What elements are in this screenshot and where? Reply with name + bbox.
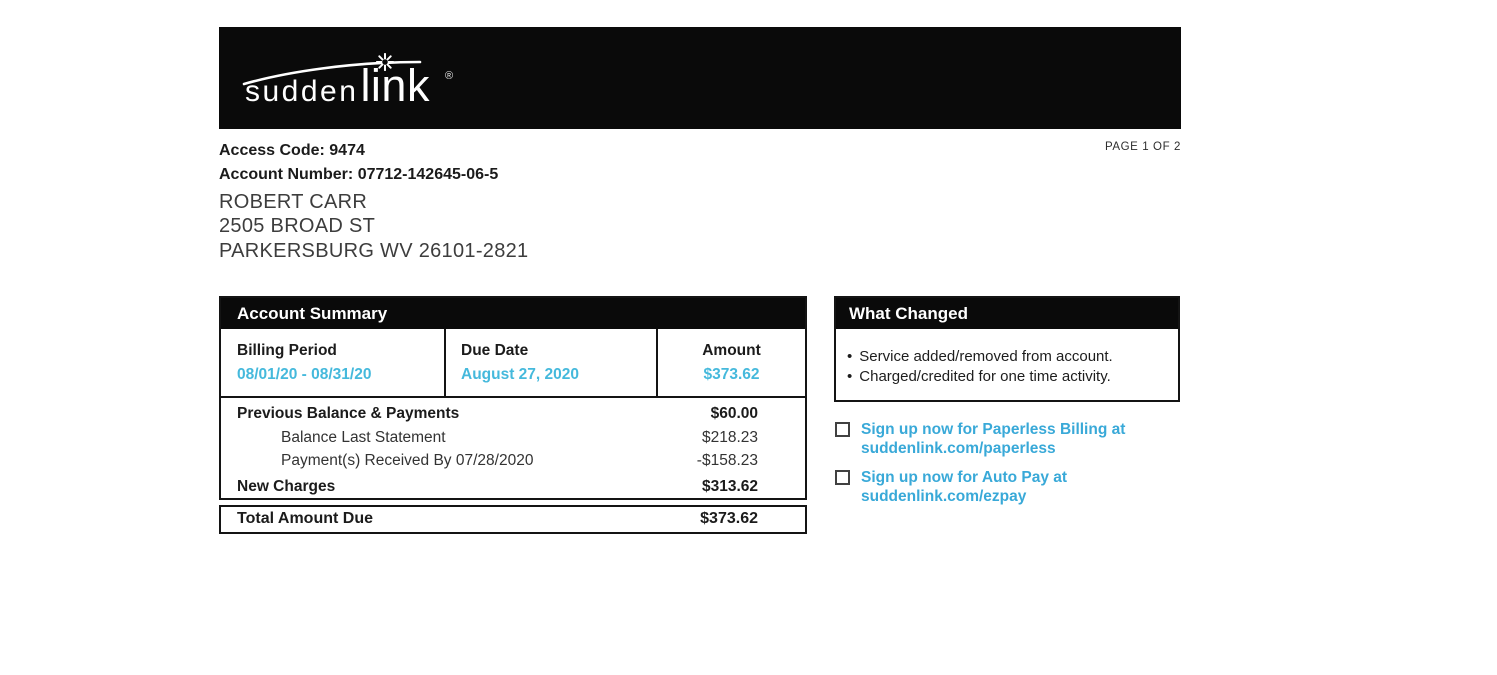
account-summary-panel: Account Summary Billing Period 08/01/20 … — [219, 296, 807, 500]
account-number-value: 07712-142645-06-5 — [357, 165, 499, 183]
list-item: • Service added/removed from account. — [844, 347, 1170, 367]
bullet-icon: • — [847, 348, 853, 365]
access-code-label: Access Code: — [219, 142, 325, 159]
what-changed-title: What Changed — [836, 298, 1178, 329]
total-amount-due-value: $373.62 — [700, 510, 758, 527]
access-code-line: Access Code: 9474 — [219, 139, 498, 163]
logo-text-sudden: sudden — [245, 75, 359, 108]
page-indicator: PAGE 1 OF 2 — [1104, 141, 1181, 153]
paperless-billing-line1: Sign up now for Paperless Billing at — [861, 421, 1126, 438]
account-number-label: Account Number: — [219, 165, 354, 183]
recipient-city-state-zip: PARKERSBURG WV 26101-2821 — [219, 239, 529, 262]
account-summary-title: Account Summary — [221, 298, 805, 329]
summary-body: Previous Balance & Payments $60.00 Balan… — [221, 398, 805, 498]
billing-period-cell: Billing Period 08/01/20 - 08/31/20 — [221, 329, 446, 396]
recipient-name: ROBERT CARR — [219, 191, 368, 213]
account-number-line: Account Number: 07712-142645-06-5 — [219, 163, 498, 187]
table-row-new-charges: New Charges $313.62 — [237, 477, 758, 495]
due-date-label: Due Date — [461, 342, 529, 359]
table-row-previous-balance: Previous Balance & Payments $60.00 — [237, 405, 758, 422]
bullet-icon: • — [847, 368, 853, 385]
paperless-billing-text: Sign up now for Paperless Billing at sud… — [861, 420, 1125, 458]
registered-trademark: ® — [445, 70, 454, 82]
summary-header-row: Billing Period 08/01/20 - 08/31/20 Due D… — [221, 329, 805, 398]
what-changed-bullet-1: Service added/removed from account. — [859, 348, 1113, 365]
access-code-value: 9474 — [329, 142, 365, 159]
account-meta: Access Code: 9474 Account Number: 07712-… — [219, 139, 498, 186]
recipient-street: 2505 BROAD ST — [219, 215, 376, 238]
total-amount-due-row: Total Amount Due $373.62 — [219, 505, 807, 534]
due-date-value: August 27, 2020 — [461, 366, 580, 383]
paperless-billing-signup: Sign up now for Paperless Billing at sud… — [834, 420, 1186, 458]
logo-starburst-icon — [376, 53, 394, 71]
auto-pay-checkbox[interactable] — [835, 470, 850, 485]
what-changed-body: • Service added/removed from account. • … — [836, 329, 1178, 400]
what-changed-bullet-2: Charged/credited for one time activity. — [859, 368, 1111, 385]
table-row-payments-received: Payment(s) Received By 07/28/2020 -$158.… — [281, 452, 758, 469]
table-row-balance-last-statement: Balance Last Statement $218.23 — [281, 428, 758, 446]
auto-pay-signup: Sign up now for Auto Pay at suddenlink.c… — [834, 468, 1186, 506]
logo-text-link: link — [360, 60, 430, 111]
logo-swoosh-icon — [242, 60, 422, 86]
auto-pay-line1: Sign up now for Auto Pay at — [861, 469, 1068, 486]
amount-cell: Amount $373.62 — [658, 329, 805, 396]
due-date-cell: Due Date August 27, 2020 — [446, 329, 658, 396]
auto-pay-url: suddenlink.com/ezpay — [861, 488, 1027, 505]
what-changed-panel: What Changed • Service added/removed fro… — [834, 296, 1180, 402]
paperless-billing-url: suddenlink.com/paperless — [861, 440, 1056, 457]
auto-pay-text: Sign up now for Auto Pay at suddenlink.c… — [861, 468, 1067, 506]
paperless-billing-checkbox[interactable] — [835, 422, 850, 437]
total-amount-due-label: Total Amount Due — [237, 510, 373, 527]
signup-offers: Sign up now for Paperless Billing at sud… — [834, 420, 1186, 516]
billing-period-label: Billing Period — [237, 342, 337, 359]
suddenlink-logo: suddenlink ® — [242, 53, 453, 112]
amount-value: $373.62 — [703, 366, 760, 383]
amount-label: Amount — [702, 342, 761, 359]
brand-header-bar: suddenlink ® — [219, 27, 1181, 129]
recipient-address-block: ROBERT CARR 2505 BROAD ST PARKERSBURG WV… — [219, 190, 528, 263]
billing-period-value: 08/01/20 - 08/31/20 — [237, 366, 372, 383]
list-item: • Charged/credited for one time activity… — [844, 367, 1170, 387]
